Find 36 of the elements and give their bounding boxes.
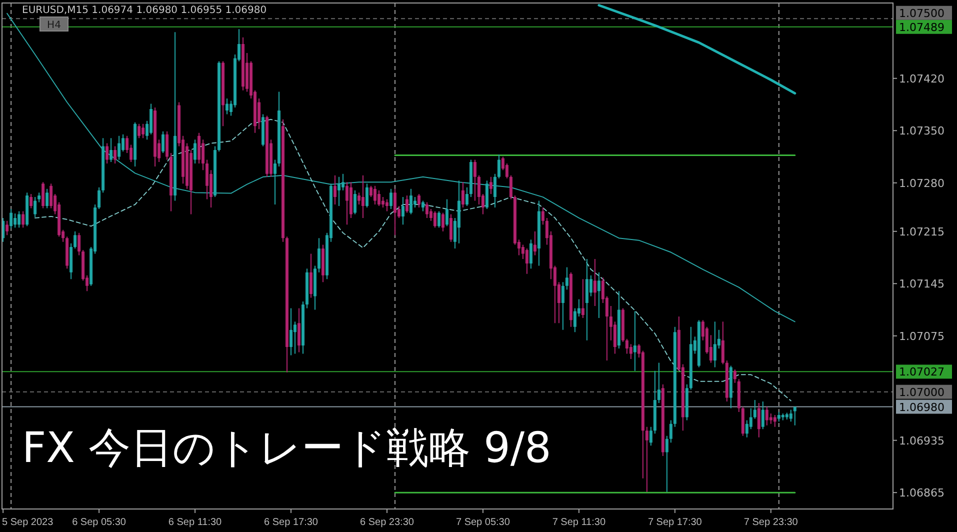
price-tag: 1.07489 — [896, 20, 952, 34]
y-tick-label: 1.07350 — [899, 124, 944, 138]
annotation: H4 — [47, 20, 61, 31]
price-tag: 1.06980 — [896, 400, 952, 414]
price-tag: 1.07000 — [896, 384, 952, 399]
x-tick-label: 6 Sep 11:30 — [168, 517, 222, 528]
text: FX 今日のトレード戦略 9/8 — [22, 423, 552, 472]
y-tick-label: 1.07145 — [899, 278, 944, 291]
x-tick-label: 7 Sep 05:30 — [456, 517, 510, 528]
price-tag: 1.07027 — [896, 364, 952, 379]
price-tag: 1.07500 — [896, 6, 952, 20]
y-tick-label: 1.07420 — [899, 72, 944, 86]
ref-line-label: 1.07489 — [899, 20, 944, 34]
x-tick-label: 7 Sep 17:30 — [648, 517, 702, 528]
candlestick — [645, 426, 648, 492]
candlestick — [581, 279, 584, 318]
ref-line-label: 1.07500 — [899, 6, 944, 20]
line-series — [598, 4, 796, 95]
x-tick-label: 7 Sep 11:30 — [552, 517, 606, 528]
x-tick-label: 6 Sep 23:30 — [360, 517, 414, 528]
chart-subtitle: EURUSD,M15 1.06974 1.06980 1.06955 1.06980 — [22, 5, 267, 16]
x-tick-label: 7 Sep 23:30 — [744, 517, 798, 528]
y-tick-label: 1.06865 — [899, 486, 944, 500]
y-tick-label: 1.06935 — [899, 434, 944, 448]
ref-line-label: 1.07027 — [899, 366, 944, 379]
y-tick-label: 1.07215 — [899, 225, 944, 238]
y-tick-label: 1.07280 — [899, 176, 944, 190]
line-series — [6, 12, 796, 322]
candlestick — [633, 311, 636, 371]
x-tick-label: 6 Sep 05:30 — [72, 517, 126, 528]
y-tick-label: 1.07075 — [899, 330, 944, 343]
line-series — [34, 118, 792, 402]
x-tick-label: 5 Sep 2023 — [2, 517, 54, 528]
ref-line-label: 1.07000 — [899, 386, 944, 399]
x-tick-label: 6 Sep 17:30 — [264, 517, 318, 528]
ref-line-label: 1.06980 — [899, 400, 944, 414]
